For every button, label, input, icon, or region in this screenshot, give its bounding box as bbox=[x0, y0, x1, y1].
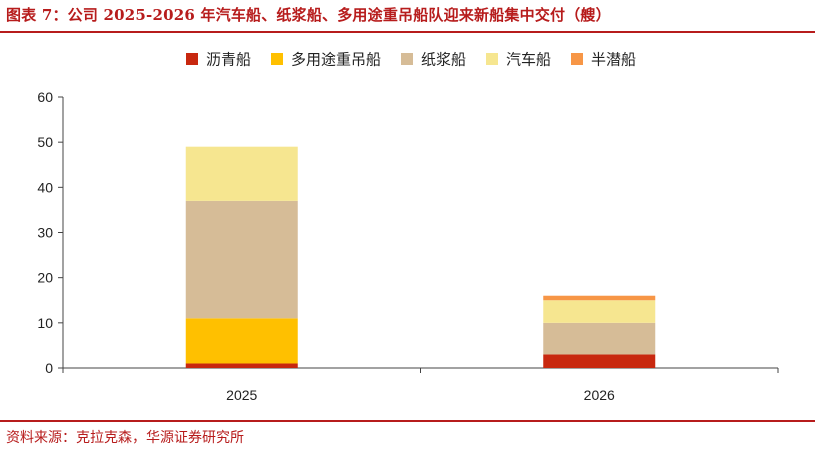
legend-label: 汽车船 bbox=[506, 51, 551, 69]
y-tick-label: 60 bbox=[37, 89, 53, 105]
bar-segment bbox=[185, 146, 298, 201]
legend-label: 半潜船 bbox=[591, 51, 636, 69]
y-axis: 0 10 20 30 40 50 60 bbox=[37, 89, 64, 376]
legend-swatch bbox=[571, 53, 583, 65]
x-axis: 2025 2026 bbox=[62, 367, 779, 403]
source-note: 资料来源：克拉克森，华源证券研究所 bbox=[6, 430, 244, 446]
legend-label: 多用途重吊船 bbox=[291, 51, 381, 69]
y-tick-label: 10 bbox=[37, 315, 53, 331]
bar-segment bbox=[543, 322, 656, 355]
legend-swatch bbox=[486, 53, 498, 65]
y-tick-label: 20 bbox=[37, 270, 53, 286]
y-tick-label: 50 bbox=[37, 134, 53, 150]
legend-label: 纸浆船 bbox=[421, 51, 466, 69]
bar-segment bbox=[543, 354, 656, 368]
legend: 沥青船 多用途重吊船 纸浆船 汽车船 半潜船 bbox=[186, 51, 636, 69]
y-tick-label: 30 bbox=[37, 225, 53, 241]
legend-swatch bbox=[186, 53, 198, 65]
legend-label: 沥青船 bbox=[206, 51, 251, 69]
y-tick-label: 0 bbox=[45, 360, 53, 376]
bar-segment bbox=[185, 318, 298, 364]
title-rule bbox=[0, 31, 815, 33]
bar-segment bbox=[185, 200, 298, 319]
legend-swatch bbox=[401, 53, 413, 65]
figure-title: 图表 7：公司 2025-2026 年汽车船、纸浆船、多用途重吊船队迎来新船集中… bbox=[6, 6, 611, 24]
bar-segment bbox=[185, 363, 298, 368]
y-tick-label: 40 bbox=[37, 179, 53, 195]
bars bbox=[185, 146, 656, 368]
x-tick-label: 2026 bbox=[584, 387, 615, 403]
source-rule bbox=[0, 420, 815, 422]
bar-segment bbox=[543, 300, 656, 323]
x-tick-label: 2025 bbox=[226, 387, 257, 403]
bar-segment bbox=[543, 295, 656, 301]
legend-swatch bbox=[271, 53, 283, 65]
